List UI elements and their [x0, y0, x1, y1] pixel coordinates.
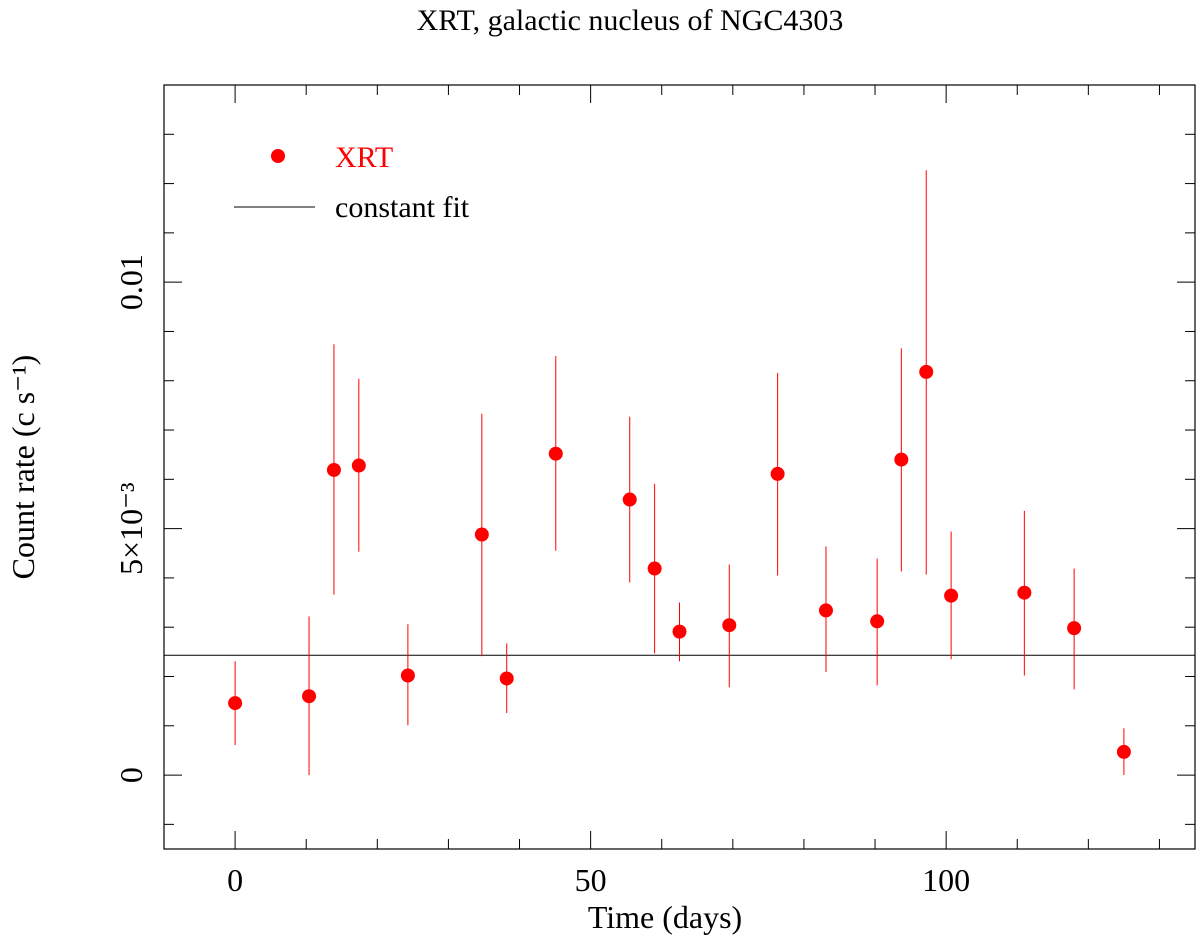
- data-point: [894, 452, 909, 467]
- y-tick-label: 0.01: [113, 254, 149, 310]
- data-point: [1067, 621, 1082, 636]
- data-point: [870, 614, 885, 629]
- data-point: [1017, 585, 1032, 600]
- data-point: [622, 492, 637, 507]
- x-tick-label: 100: [922, 862, 970, 898]
- data-point: [228, 696, 243, 711]
- y-axis-label: Count rate (c s⁻¹): [5, 355, 41, 580]
- legend: XRT constant fit: [234, 141, 470, 224]
- data-point: [818, 603, 833, 618]
- x-tick-label: 0: [227, 862, 243, 898]
- y-tick-label: 0: [113, 767, 149, 783]
- y-tick-label: 5×10⁻³: [113, 482, 149, 575]
- legend-marker-xrt: [271, 149, 285, 163]
- data-point: [672, 624, 687, 639]
- data-point: [722, 618, 737, 633]
- data-point: [944, 588, 959, 603]
- data-point: [770, 466, 785, 481]
- data-point: [326, 462, 341, 477]
- data-point: [499, 671, 514, 686]
- legend-label-xrt: XRT: [335, 141, 393, 174]
- data-point: [1116, 744, 1131, 759]
- chart-title: XRT, galactic nucleus of NGC4303: [417, 4, 844, 37]
- x-tick-label: 50: [575, 862, 607, 898]
- data-point: [919, 364, 934, 379]
- data-point: [400, 668, 415, 683]
- legend-label-constant-fit: constant fit: [335, 191, 470, 224]
- plot-frame: [163, 84, 1196, 850]
- data-point: [351, 458, 366, 473]
- data-point: [474, 527, 489, 542]
- data-point: [302, 689, 317, 704]
- data-point: [548, 446, 563, 461]
- x-axis-label: Time (days): [588, 899, 742, 935]
- data-point: [647, 561, 662, 576]
- plot-area: 0 50 100 0 5×10⁻³ 0.01: [113, 84, 1196, 898]
